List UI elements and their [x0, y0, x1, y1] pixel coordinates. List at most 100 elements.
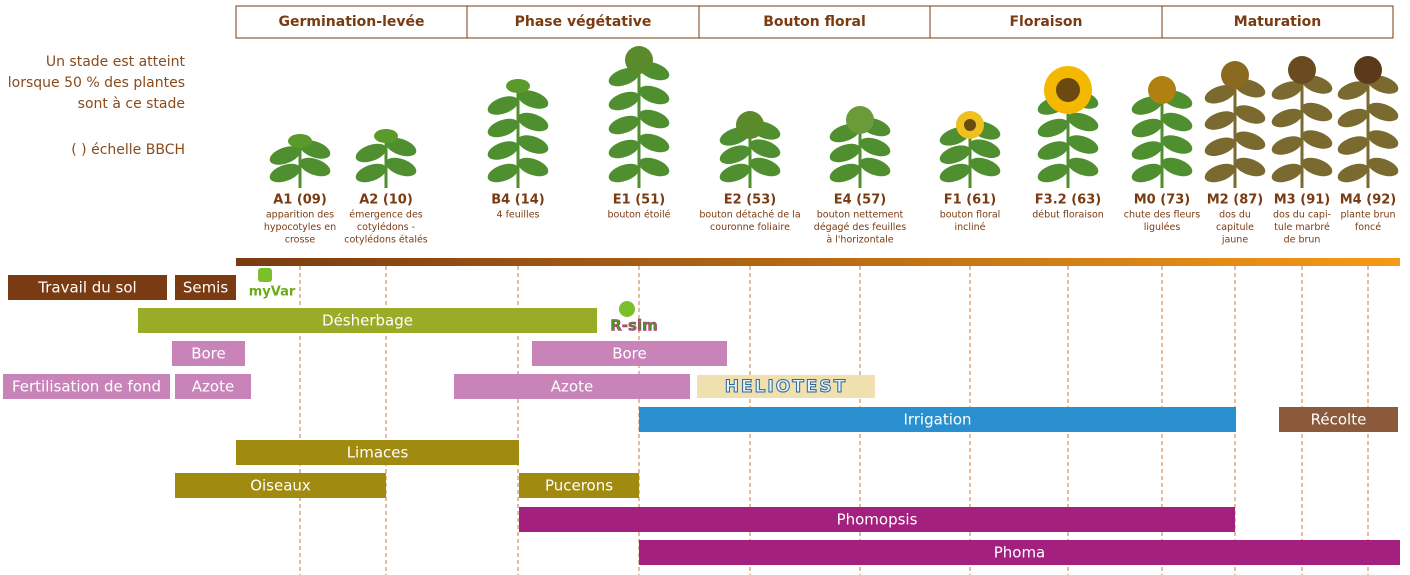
plant-head-center	[1056, 78, 1080, 102]
stage-description: à l'horizontale	[826, 235, 893, 246]
stage-code: A1 (09)	[273, 193, 327, 208]
stage-code: M0 (73)	[1134, 193, 1190, 208]
timeline-bar	[236, 258, 1400, 266]
logo-mark	[619, 301, 635, 317]
plant-leaf	[1232, 154, 1268, 180]
plant-leaf	[1232, 128, 1268, 154]
stage-code: E1 (51)	[613, 193, 665, 208]
plant-head	[846, 106, 874, 134]
plant-head	[736, 111, 764, 139]
operation-label: Oiseaux	[250, 477, 311, 495]
plant-leaf	[485, 115, 521, 141]
phase-label: Floraison	[1009, 14, 1082, 30]
stage-description: émergence des	[349, 210, 423, 221]
stage-description: couronne foliaire	[710, 222, 790, 233]
plant-head	[1221, 61, 1249, 89]
stage-description: plante brun	[1340, 210, 1395, 221]
plant-leaf	[1269, 133, 1305, 159]
plant-head	[1288, 56, 1316, 84]
note-line: lorsque 50 % des plantes	[8, 75, 185, 91]
plant-leaf	[1065, 154, 1101, 180]
stage-code: M2 (87)	[1207, 193, 1263, 208]
stage-description: cotylédons étalés	[344, 235, 428, 246]
plant-leaf	[1299, 154, 1335, 180]
plant-leaf	[967, 136, 1003, 162]
plant-leaf	[606, 112, 642, 138]
plant-leaf	[1159, 154, 1195, 180]
plant-leaf	[1232, 102, 1268, 128]
stage-description: chute des fleurs	[1124, 210, 1200, 221]
operation-label: Désherbage	[322, 312, 413, 330]
plant-head	[1354, 56, 1382, 84]
plant-leaf	[1365, 99, 1401, 125]
plant-head-center	[964, 119, 976, 131]
logo-rsim: R-sim	[610, 317, 657, 335]
plant-leaf	[515, 132, 551, 158]
stage-code: E2 (53)	[724, 193, 776, 208]
stage-description: bouton floral	[940, 210, 1001, 221]
plant-leaf	[383, 154, 419, 180]
operation-label: Irrigation	[903, 411, 971, 429]
stage-description: bouton étoilé	[608, 210, 671, 221]
operation-label: Azote	[192, 378, 234, 396]
phase-label: Maturation	[1234, 14, 1321, 30]
stage-description: tule marbré	[1274, 222, 1330, 233]
plant-leaf	[606, 136, 642, 162]
logo-mark	[258, 268, 272, 282]
stage-description: dos du capi-	[1273, 210, 1331, 221]
stage-code: M4 (92)	[1340, 193, 1396, 208]
stage-description: dos du	[1219, 210, 1251, 221]
plant-leaf	[1129, 138, 1165, 164]
plant-leaf	[827, 160, 863, 186]
plant-leaf	[1035, 160, 1071, 186]
plant-head	[625, 46, 653, 74]
operation-label: Limaces	[347, 444, 409, 462]
operation-label: Bore	[612, 345, 647, 363]
plant-leaf	[1129, 160, 1165, 186]
stage-description: hypocotyles en	[264, 222, 336, 233]
operation-label: Pucerons	[545, 477, 613, 495]
operation-label: Phoma	[994, 544, 1046, 562]
plant-leaf	[1365, 154, 1401, 180]
stage-description: 4 feuilles	[497, 210, 540, 221]
stage-code: F1 (61)	[944, 193, 996, 208]
plant-leaf	[1159, 109, 1195, 135]
plant-leaf	[1129, 115, 1165, 141]
plant-leaf	[1269, 160, 1305, 186]
plant-leaf	[717, 160, 753, 186]
logo-heliotest: HELIOTEST	[725, 377, 848, 397]
stage-code: E4 (57)	[834, 193, 886, 208]
logo-myvar: myVar	[249, 285, 296, 300]
plant-leaf	[485, 160, 521, 186]
plant-leaf	[267, 160, 303, 186]
plant-leaf	[1335, 160, 1371, 186]
plant-leaf	[1299, 99, 1335, 125]
stage-description: crosse	[285, 235, 316, 246]
plant-leaf	[606, 88, 642, 114]
plant-leaf	[857, 134, 893, 160]
plant-leaf	[967, 154, 1003, 180]
plant-leaf	[1365, 127, 1401, 153]
plant-leaf	[485, 138, 521, 164]
note-line: sont à ce stade	[78, 96, 185, 112]
plant-head	[1148, 76, 1176, 104]
operation-label: Fertilisation de fond	[12, 378, 161, 396]
stage-description: bouton nettement	[817, 210, 904, 221]
plant-leaf	[1202, 108, 1238, 134]
plant-leaf	[636, 154, 672, 180]
plant-leaf	[937, 160, 973, 186]
operation-label: Récolte	[1311, 411, 1367, 429]
plant-leaf	[1065, 132, 1101, 158]
plant-leaf	[485, 93, 521, 119]
plant-leaf	[606, 160, 642, 186]
plant-cotyledon	[374, 129, 398, 143]
plant-leaf	[1335, 105, 1371, 131]
operation-label: Azote	[551, 378, 593, 396]
stage-description: apparition des	[266, 210, 334, 221]
plant-leaf	[747, 154, 783, 180]
phase-label: Phase végétative	[515, 14, 652, 30]
plant-leaf	[515, 154, 551, 180]
operation-label: Bore	[191, 345, 226, 363]
plant-leaf	[636, 82, 672, 108]
plant-leaf	[747, 136, 783, 162]
